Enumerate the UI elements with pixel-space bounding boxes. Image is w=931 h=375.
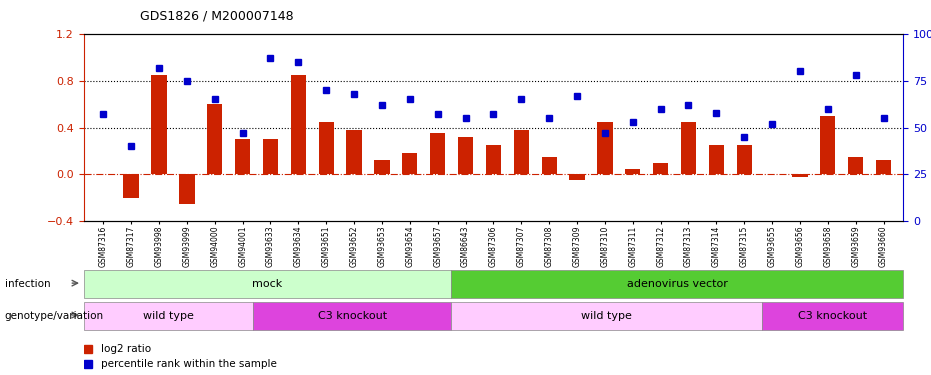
Bar [542, 157, 557, 174]
Bar [570, 174, 585, 180]
Bar [180, 174, 195, 204]
Bar [430, 134, 445, 174]
Text: genotype/variation: genotype/variation [5, 311, 103, 321]
Bar [458, 137, 473, 174]
Bar [848, 157, 863, 174]
Bar [402, 153, 417, 174]
Text: GDS1826 / M200007148: GDS1826 / M200007148 [140, 9, 293, 22]
Bar [124, 174, 139, 198]
Bar [792, 174, 807, 177]
Bar [235, 139, 250, 174]
Bar [486, 145, 501, 174]
Bar [876, 160, 891, 174]
Bar [318, 122, 334, 174]
Text: log2 ratio: log2 ratio [101, 344, 151, 354]
Text: C3 knockout: C3 knockout [798, 311, 867, 321]
Bar [346, 130, 362, 174]
Text: C3 knockout: C3 knockout [317, 311, 386, 321]
Bar [84, 302, 253, 330]
Text: infection: infection [5, 279, 50, 289]
Bar [736, 145, 752, 174]
Text: wild type: wild type [581, 311, 632, 321]
Text: mock: mock [252, 279, 282, 289]
Bar [653, 163, 668, 174]
Bar [681, 122, 696, 174]
Bar [207, 104, 223, 174]
Bar [451, 270, 903, 298]
Bar [253, 302, 451, 330]
Bar [597, 122, 613, 174]
Bar [708, 145, 724, 174]
Bar [152, 75, 167, 174]
Bar [451, 302, 762, 330]
Text: wild type: wild type [143, 311, 194, 321]
Text: adenovirus vector: adenovirus vector [627, 279, 727, 289]
Text: percentile rank within the sample: percentile rank within the sample [101, 359, 277, 369]
Bar [625, 168, 641, 174]
Bar [290, 75, 306, 174]
Bar [820, 116, 835, 174]
Bar [374, 160, 390, 174]
Bar [514, 130, 529, 174]
Bar [84, 270, 451, 298]
Bar [762, 302, 903, 330]
Bar [263, 139, 278, 174]
